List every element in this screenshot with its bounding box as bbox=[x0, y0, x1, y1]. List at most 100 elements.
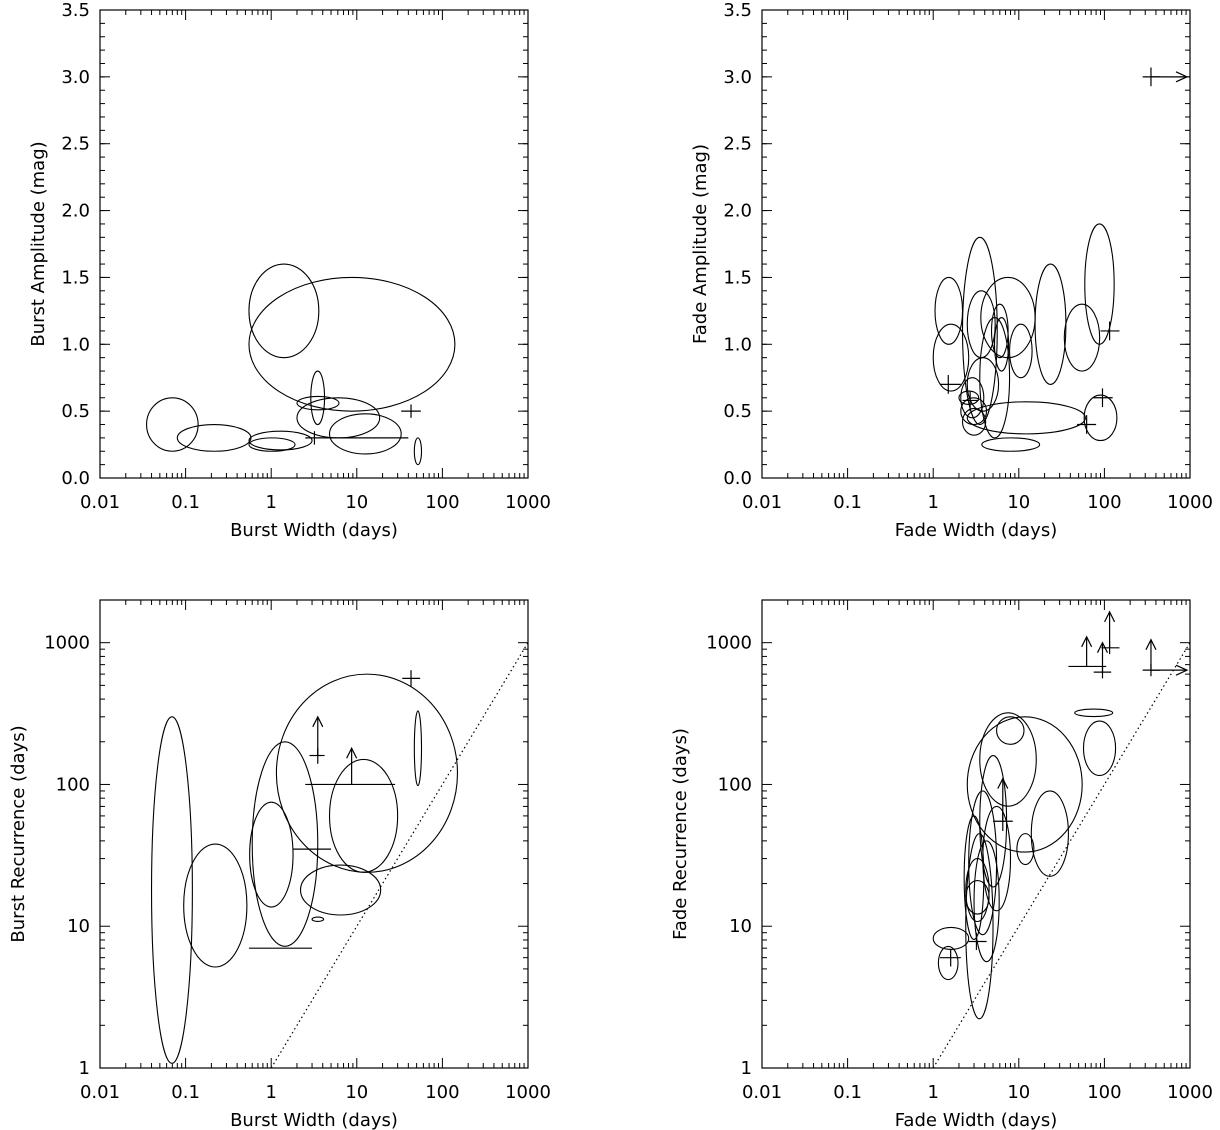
x-axis-label: Fade Width (days) bbox=[895, 520, 1058, 541]
arrow-head bbox=[312, 715, 324, 728]
x-tick-label: 100 bbox=[1087, 1082, 1121, 1103]
y-tick-label: 1.0 bbox=[61, 334, 90, 355]
plot-frame bbox=[761, 599, 1191, 1069]
data-ellipse bbox=[299, 864, 382, 916]
x-tick-label: 1000 bbox=[1167, 1082, 1213, 1103]
data-ellipse bbox=[150, 716, 193, 1064]
axis-ticks bbox=[99, 599, 529, 1069]
arrow-head bbox=[1175, 71, 1189, 83]
data-ellipse bbox=[413, 437, 423, 466]
data-ellipse bbox=[932, 926, 970, 950]
data-ellipse bbox=[965, 879, 990, 915]
axis-ticks bbox=[761, 9, 1191, 479]
y-axis-label: Fade Recurrence (days) bbox=[670, 728, 691, 940]
data-ellipse bbox=[961, 236, 998, 426]
x-tick-label: 100 bbox=[425, 1082, 459, 1103]
data-ellipse bbox=[1082, 720, 1117, 777]
x-axis-label: Fade Width (days) bbox=[895, 1110, 1058, 1130]
x-axis-label: Burst Width (days) bbox=[230, 1110, 398, 1130]
x-tick-label: 100 bbox=[425, 492, 459, 513]
y-tick-label: 2.0 bbox=[723, 201, 752, 222]
x-tick-label: 1000 bbox=[505, 492, 551, 513]
plot-frame bbox=[99, 599, 529, 1069]
data-marks bbox=[146, 263, 456, 466]
data-ellipse bbox=[328, 413, 402, 455]
y-tick-label: 1 bbox=[79, 1058, 90, 1079]
x-tick-label: 0.01 bbox=[80, 1082, 120, 1103]
y-tick-label: 10 bbox=[729, 916, 752, 937]
data-ellipse bbox=[973, 840, 1000, 963]
x-tick-labels: 0.01 0.1 1 10 100 1000 bbox=[80, 1082, 551, 1103]
data-ellipse bbox=[966, 716, 1083, 853]
data-ellipse bbox=[311, 916, 325, 922]
x-tick-label: 1 bbox=[265, 492, 276, 513]
y-tick-label: 3.5 bbox=[61, 0, 90, 21]
x-tick-label: 10 bbox=[1007, 1082, 1030, 1103]
data-ellipse bbox=[251, 741, 319, 947]
data-ellipse bbox=[966, 401, 1086, 435]
data-ellipse bbox=[993, 316, 1010, 372]
arrow-head bbox=[1104, 610, 1116, 623]
arrow-head bbox=[997, 777, 1009, 789]
x-tick-label: 0.01 bbox=[742, 1082, 782, 1103]
x-tick-label: 10 bbox=[1007, 492, 1030, 513]
y-tick-labels: 0.0 0.5 1.0 1.5 2.0 2.5 3.0 3.5 bbox=[723, 0, 752, 489]
y-tick-label: 3.5 bbox=[723, 0, 752, 21]
x-tick-label: 100 bbox=[1087, 492, 1121, 513]
burst-amplitude-panel: 0.01 0.1 1 10 100 1000 0.0 0.5 1.0 1.5 2.0 2.5 3.0 3… bbox=[28, 0, 551, 541]
y-tick-label: 0.0 bbox=[723, 468, 752, 489]
x-tick-labels: 0.01 0.1 1 10 100 1000 bbox=[742, 1082, 1213, 1103]
data-ellipse bbox=[176, 423, 252, 452]
data-ellipse bbox=[248, 263, 320, 359]
data-ellipse bbox=[981, 437, 1041, 452]
data-ellipse bbox=[932, 323, 970, 392]
x-tick-label: 1 bbox=[927, 492, 938, 513]
x-tick-label: 0.1 bbox=[171, 1082, 200, 1103]
axis-ticks bbox=[761, 599, 1191, 1069]
data-marks bbox=[932, 610, 1191, 1069]
plot-frame bbox=[761, 9, 1191, 479]
x-tick-label: 1 bbox=[265, 1082, 276, 1103]
x-tick-label: 1000 bbox=[505, 1082, 551, 1103]
x-tick-labels: 0.01 0.1 1 10 100 1000 bbox=[742, 492, 1213, 513]
x-tick-label: 0.1 bbox=[171, 492, 200, 513]
equality-line bbox=[270, 642, 529, 1069]
data-ellipse bbox=[183, 843, 248, 968]
x-axis-label: Burst Width (days) bbox=[230, 520, 398, 541]
plot-frame bbox=[99, 9, 529, 479]
y-tick-labels: 0.0 0.5 1.0 1.5 2.0 2.5 3.0 3.5 bbox=[61, 0, 90, 489]
y-tick-label: 1000 bbox=[706, 633, 752, 654]
data-ellipse bbox=[310, 370, 326, 426]
y-tick-label: 2.5 bbox=[61, 134, 90, 155]
data-ellipse bbox=[960, 377, 985, 419]
data-ellipse bbox=[1034, 263, 1067, 385]
data-ellipse bbox=[980, 276, 1036, 359]
data-ellipse bbox=[249, 801, 294, 908]
arrow-head bbox=[1081, 635, 1093, 648]
y-axis-label: Fade Amplitude (mag) bbox=[690, 144, 711, 344]
x-tick-label: 0.1 bbox=[833, 1082, 862, 1103]
data-ellipse bbox=[1063, 303, 1101, 372]
x-tick-label: 1 bbox=[927, 1082, 938, 1103]
data-ellipse bbox=[960, 397, 988, 426]
data-ellipse bbox=[1030, 790, 1069, 877]
data-ellipse bbox=[996, 716, 1025, 745]
y-tick-label: 0.0 bbox=[61, 468, 90, 489]
data-ellipse bbox=[982, 805, 1012, 912]
data-ellipse bbox=[248, 437, 296, 452]
y-tick-label: 2.5 bbox=[723, 134, 752, 155]
y-tick-labels: 1 10 100 1000 bbox=[706, 633, 752, 1079]
y-tick-label: 2.0 bbox=[61, 201, 90, 222]
data-ellipse bbox=[296, 397, 381, 439]
axis-ticks bbox=[99, 9, 529, 479]
y-tick-label: 1.0 bbox=[723, 334, 752, 355]
data-ellipse bbox=[965, 833, 994, 1020]
data-ellipse bbox=[248, 430, 313, 451]
data-ellipse bbox=[1083, 394, 1118, 442]
y-tick-label: 1.5 bbox=[61, 267, 90, 288]
data-marks bbox=[150, 642, 529, 1069]
data-ellipse bbox=[937, 945, 959, 981]
data-ellipse bbox=[275, 673, 459, 873]
arrow-head bbox=[1145, 638, 1157, 650]
